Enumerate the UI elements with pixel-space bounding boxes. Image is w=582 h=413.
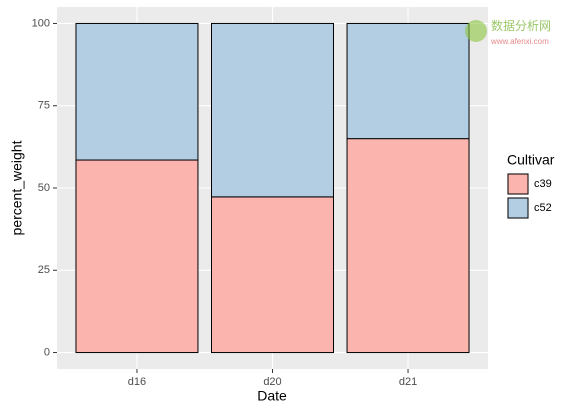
y-tick-label: 100 [32, 17, 50, 29]
y-tick-label: 25 [38, 264, 50, 276]
x-axis-title: Date [257, 388, 287, 404]
watermark-logo [465, 20, 487, 42]
x-tick-label: d16 [128, 376, 146, 388]
bar-segment [211, 196, 334, 354]
bar-segment [75, 22, 199, 161]
y-tick-label: 50 [38, 182, 50, 194]
bar-segment [75, 159, 199, 354]
watermark-url: www.afenxi.com [490, 37, 549, 46]
x-tick-label: d20 [263, 376, 281, 388]
legend-label: c39 [534, 178, 552, 190]
x-tick-label: d21 [399, 376, 417, 388]
bar-segment [211, 22, 334, 198]
bar-segment [346, 22, 470, 140]
bar-segment [346, 138, 470, 354]
legend-swatch [507, 173, 529, 195]
y-tick-label: 75 [38, 100, 50, 112]
watermark-name: 数据分析网 [491, 18, 551, 33]
y-tick-label: 0 [44, 346, 50, 358]
y-axis-title: percent_weight [9, 140, 25, 235]
legend-swatch [507, 197, 529, 219]
legend-title: Cultivar [507, 152, 555, 168]
legend-label: c52 [534, 202, 552, 214]
